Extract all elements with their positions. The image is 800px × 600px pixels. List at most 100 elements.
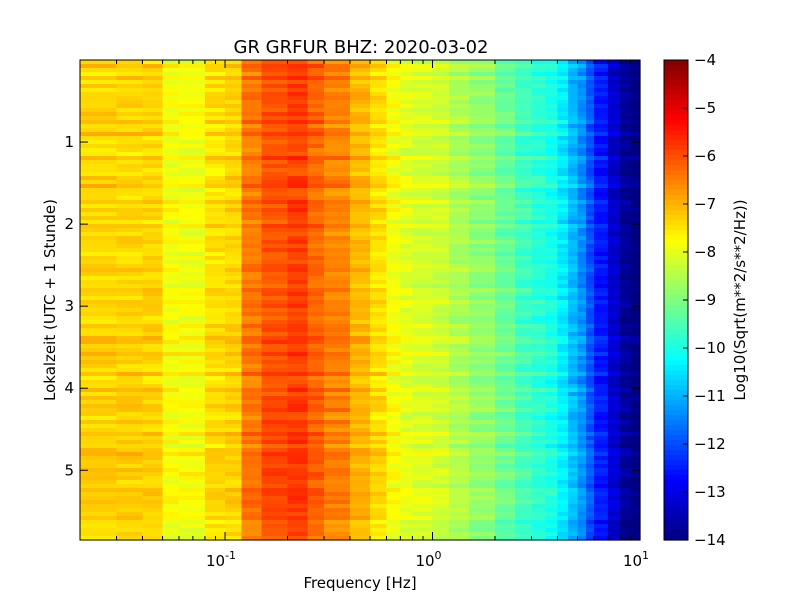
heatmap-cell (412, 360, 434, 365)
heatmap-cell (241, 220, 263, 225)
heatmap-cell (370, 444, 388, 449)
heatmap-cell (607, 244, 621, 249)
heatmap-cell (557, 424, 569, 429)
heatmap-cell (412, 332, 434, 337)
heatmap-cell (142, 492, 164, 497)
heatmap-cell (204, 228, 226, 233)
heatmap-cell (80, 416, 118, 421)
heatmap-cell (607, 424, 621, 429)
heatmap-cell (619, 88, 632, 93)
heatmap-cell (568, 348, 579, 353)
colorbar-segment (664, 60, 688, 66)
heatmap-cell (349, 368, 371, 373)
heatmap-cell (179, 312, 206, 317)
heatmap-cell (80, 120, 118, 125)
heatmap-cell (557, 60, 569, 65)
heatmap-cell (586, 152, 595, 157)
heatmap-cell (494, 92, 516, 97)
heatmap-cell (241, 164, 263, 169)
heatmap-cell (162, 412, 180, 417)
heatmap-cell (412, 492, 434, 497)
heatmap-cell (116, 524, 144, 529)
heatmap-cell (607, 440, 621, 445)
heatmap-cell (162, 528, 180, 533)
heatmap-cell (593, 100, 609, 105)
heatmap-cell (448, 92, 470, 97)
heatmap-cell (494, 372, 516, 377)
heatmap-cell (349, 356, 371, 361)
heatmap-cell (630, 152, 641, 157)
heatmap-cell (179, 212, 206, 217)
heatmap-cell (568, 332, 579, 337)
heatmap-cell (349, 396, 371, 401)
heatmap-cell (531, 232, 546, 237)
heatmap-cell (179, 372, 206, 377)
heatmap-cell (586, 96, 595, 101)
heatmap-cell (568, 240, 579, 245)
heatmap-cell (162, 64, 180, 69)
heatmap-cell (630, 228, 641, 233)
heatmap-cell (448, 264, 470, 269)
heatmap-cell (386, 264, 401, 269)
heatmap-cell (142, 428, 164, 433)
heatmap-cell (204, 108, 226, 113)
heatmap-cell (577, 344, 587, 349)
heatmap-cell (607, 340, 621, 345)
heatmap-cell (469, 524, 496, 529)
heatmap-cell (531, 272, 546, 277)
heatmap-cell (531, 516, 546, 521)
heatmap-cell (80, 372, 118, 377)
heatmap-cell (469, 384, 496, 389)
heatmap-cell (162, 108, 180, 113)
heatmap-cell (386, 128, 401, 133)
heatmap-cell (630, 368, 641, 373)
heatmap-cell (116, 352, 144, 357)
heatmap-cell (386, 160, 401, 165)
heatmap-cell (577, 96, 587, 101)
heatmap-cell (80, 116, 118, 121)
heatmap-cell (630, 424, 641, 429)
heatmap-cell (225, 272, 243, 277)
colorbar-segment (664, 460, 688, 466)
heatmap-cell (80, 444, 118, 449)
heatmap-cell (225, 340, 243, 345)
heatmap-cell (162, 384, 180, 389)
heatmap-cell (607, 300, 621, 305)
colorbar-segment (664, 295, 688, 301)
heatmap-cell (586, 336, 595, 341)
heatmap-cell (204, 308, 226, 313)
heatmap-cell (568, 200, 579, 205)
colorbar-tick-label: −5 (694, 99, 716, 117)
heatmap-cell (432, 436, 450, 441)
heatmap-cell (586, 184, 595, 189)
heatmap-cell (162, 124, 180, 129)
heatmap-cell (494, 440, 516, 445)
heatmap-cell (448, 168, 470, 173)
heatmap-cell (287, 420, 309, 425)
heatmap-cell (432, 76, 450, 81)
heatmap-cell (349, 196, 371, 201)
heatmap-cell (162, 288, 180, 293)
heatmap-cell (370, 504, 388, 509)
heatmap-cell (586, 84, 595, 89)
heatmap-cell (568, 372, 579, 377)
heatmap-cell (577, 396, 587, 401)
heatmap-cell (593, 472, 609, 477)
heatmap-cell (386, 476, 401, 481)
heatmap-cell (557, 268, 569, 273)
heatmap-cell (204, 300, 226, 305)
heatmap-cell (630, 160, 641, 165)
heatmap-cell (515, 64, 533, 69)
heatmap-cell (386, 192, 401, 197)
heatmap-cell (432, 520, 450, 525)
heatmap-cell (287, 360, 309, 365)
heatmap-cell (469, 184, 496, 189)
heatmap-cell (586, 500, 595, 505)
heatmap-cell (142, 224, 164, 229)
heatmap-cell (630, 144, 641, 149)
heatmap-cell (586, 412, 595, 417)
heatmap-cell (179, 316, 206, 321)
heatmap-cell (80, 160, 118, 165)
heatmap-cell (162, 396, 180, 401)
heatmap-cell (593, 404, 609, 409)
